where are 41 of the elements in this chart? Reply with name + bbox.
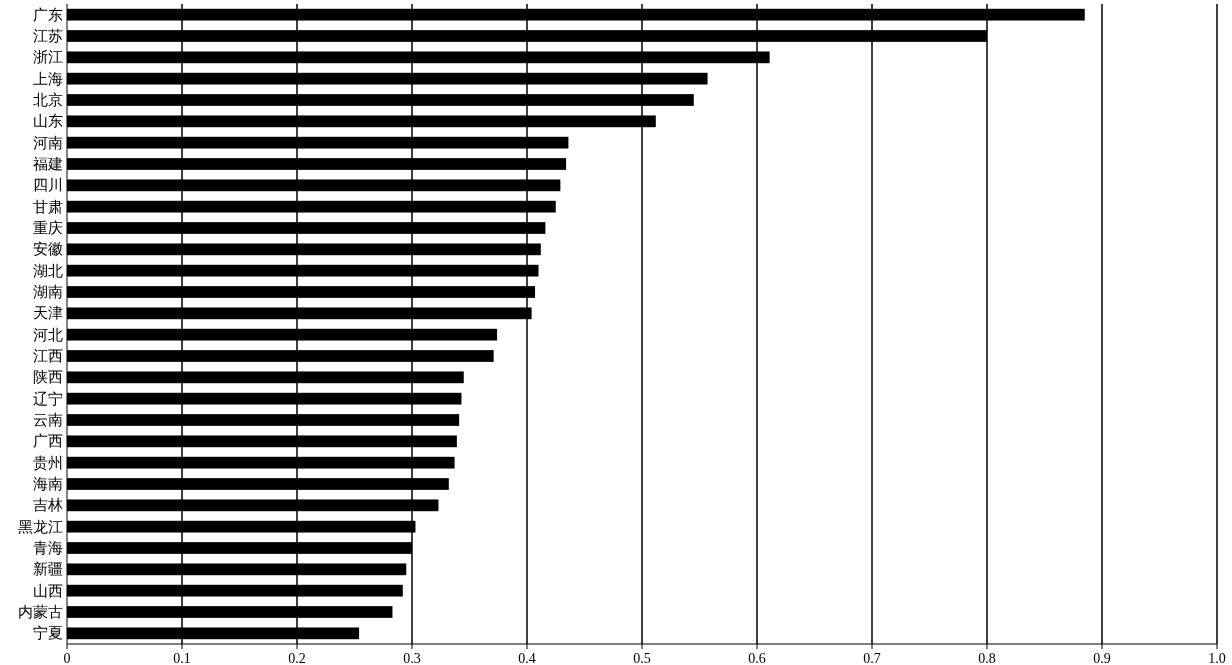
y-tick-label: 上海 bbox=[33, 70, 63, 87]
y-tick-label: 山东 bbox=[33, 113, 63, 130]
x-tick-label: 0.9 bbox=[1093, 651, 1111, 665]
x-tick-label: 0.3 bbox=[403, 651, 421, 665]
x-tick-label: 0.2 bbox=[288, 651, 306, 665]
y-tick-label: 湖北 bbox=[33, 262, 63, 279]
y-tick-label: 贵州 bbox=[33, 454, 63, 471]
y-tick-label: 福建 bbox=[33, 156, 63, 172]
y-tick-label: 天津 bbox=[33, 305, 63, 322]
y-tick-label: 云南 bbox=[33, 412, 63, 428]
y-tick-label: 江西 bbox=[33, 348, 63, 364]
x-tick-label: 1.0 bbox=[1208, 651, 1226, 665]
y-tick-label: 河南 bbox=[33, 134, 63, 151]
y-tick-label: 陕西 bbox=[33, 369, 63, 386]
y-tick-label: 新疆 bbox=[33, 561, 63, 578]
x-tick-label: 0.6 bbox=[748, 651, 766, 665]
y-tick-label: 辽宁 bbox=[33, 390, 63, 407]
y-tick-label: 四川 bbox=[33, 177, 63, 194]
y-tick-label: 北京 bbox=[33, 92, 63, 108]
y-tick-label: 山西 bbox=[33, 582, 63, 599]
y-tick-label: 湖南 bbox=[33, 284, 63, 300]
y-tick-label: 黑龙江 bbox=[18, 518, 63, 535]
y-tick-label: 江苏 bbox=[33, 28, 63, 44]
y-tick-label: 河北 bbox=[33, 326, 63, 343]
y-tick-label: 广西 bbox=[33, 433, 63, 450]
y-tick-label: 重庆 bbox=[33, 220, 63, 236]
x-tick-label: 0.4 bbox=[518, 651, 536, 665]
x-tick-label: 0.7 bbox=[863, 651, 881, 665]
y-tick-label: 甘肃 bbox=[33, 198, 63, 215]
x-tick-label: 0.1 bbox=[173, 651, 191, 665]
y-tick-label: 青海 bbox=[33, 540, 63, 556]
y-tick-label: 广东 bbox=[33, 6, 63, 23]
x-tick-label: 0 bbox=[63, 651, 71, 665]
y-tick-label: 内蒙古 bbox=[18, 604, 63, 620]
y-tick-label: 浙江 bbox=[33, 49, 63, 66]
y-tick-label: 宁夏 bbox=[33, 625, 63, 642]
x-tick-label: 0.8 bbox=[978, 651, 996, 665]
y-tick-label: 海南 bbox=[33, 476, 63, 492]
x-tick-label: 0.5 bbox=[633, 651, 651, 665]
y-tick-label: 安徽 bbox=[33, 241, 63, 258]
y-tick-label: 吉林 bbox=[33, 497, 63, 514]
